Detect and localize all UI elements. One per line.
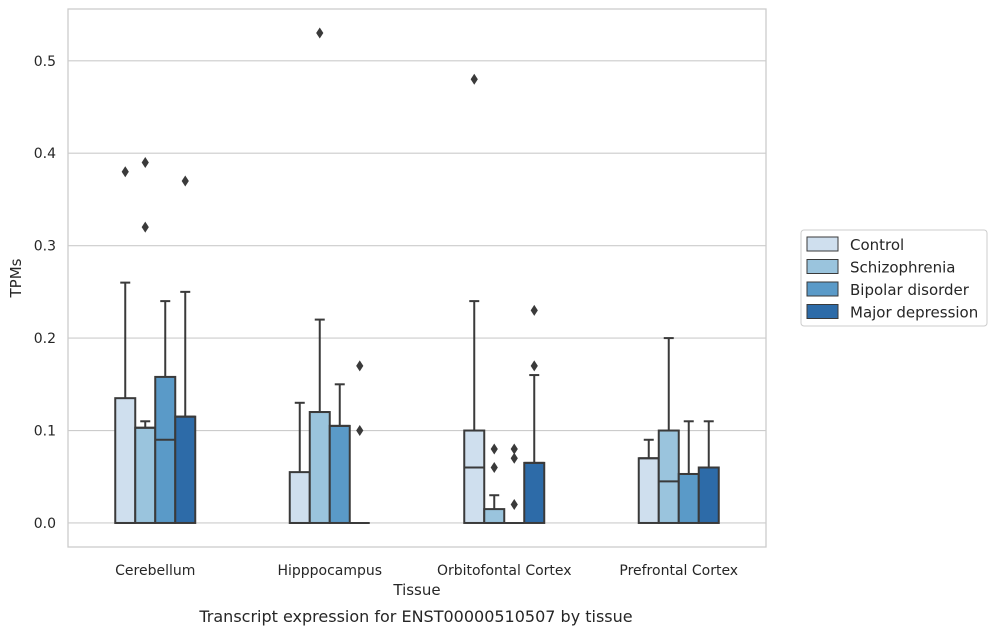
outlier-point xyxy=(356,425,364,437)
box-schizophrenia xyxy=(134,156,157,524)
box-major-depression xyxy=(523,304,546,524)
legend-swatch xyxy=(806,281,839,297)
box-body xyxy=(697,466,720,524)
box-body xyxy=(328,424,351,524)
box-bipolar-disorder xyxy=(328,383,351,524)
box-schizophrenia xyxy=(483,443,506,524)
box-body xyxy=(677,472,700,524)
outlier-point xyxy=(141,221,149,233)
y-tick-label: 0.5 xyxy=(34,54,56,70)
x-tick-label: Prefrontal Cortex xyxy=(619,563,738,579)
box-major-depression xyxy=(697,420,720,524)
legend-swatch xyxy=(806,304,839,319)
y-tick-label: 0.2 xyxy=(34,331,56,347)
outlier-point xyxy=(510,443,518,455)
x-axis-ticks: Cerebellum Hipppocampus Orbitofontal Corte… xyxy=(115,563,738,579)
box-body xyxy=(308,411,331,524)
box-body xyxy=(523,461,546,524)
outlier-point xyxy=(530,304,538,316)
y-tick-label: 0.1 xyxy=(34,424,56,440)
box-control xyxy=(637,438,660,524)
box-body xyxy=(174,415,197,524)
outlier-point xyxy=(316,27,324,39)
legend-label: Control xyxy=(850,236,904,254)
x-axis-label: Tissue xyxy=(392,581,440,599)
legend: Control Schizophrenia Bipolar disorder Majo… xyxy=(800,229,988,327)
y-tick-label: 0.0 xyxy=(34,516,56,532)
box-control xyxy=(288,401,311,524)
y-axis-ticks: 0.0 0.1 0.2 0.3 0.4 0.5 xyxy=(34,54,56,532)
outlier-point xyxy=(510,452,518,464)
outlier-point xyxy=(490,443,498,455)
box-body xyxy=(154,375,177,524)
outlier-point xyxy=(356,360,364,372)
legend-label: Bipolar disorder xyxy=(850,281,970,299)
legend-label: Major depression xyxy=(850,304,978,322)
x-tick-label: Hipppocampus xyxy=(277,563,382,579)
box-body xyxy=(657,429,680,524)
y-axis-label: TPMs xyxy=(7,258,25,298)
outlier-point xyxy=(530,360,538,372)
legend-frame xyxy=(800,229,988,327)
outlier-point xyxy=(141,156,149,168)
chart-caption: Transcript expression for ENST0000051050… xyxy=(198,607,632,626)
box-body xyxy=(134,426,157,524)
y-tick-label: 0.3 xyxy=(34,239,56,255)
box-major-depression xyxy=(174,175,197,524)
box-body xyxy=(483,508,506,524)
x-tick-label: Orbitofontal Cortex xyxy=(437,563,572,579)
box-body xyxy=(114,397,137,524)
box-body xyxy=(288,471,311,524)
box-control xyxy=(114,166,137,524)
y-tick-label: 0.4 xyxy=(34,146,56,162)
box-bipolar-disorder xyxy=(504,443,525,524)
legend-label: Schizophrenia xyxy=(850,259,955,277)
legend-swatch xyxy=(806,236,839,252)
outlier-point xyxy=(490,462,498,474)
outlier-point xyxy=(470,73,478,85)
x-tick-label: Cerebellum xyxy=(115,563,195,579)
box-body xyxy=(463,429,486,524)
box-body xyxy=(637,457,660,524)
legend-swatch xyxy=(806,259,839,274)
boxes xyxy=(114,27,720,524)
outlier-point xyxy=(181,175,189,187)
box-control xyxy=(463,73,486,524)
box-bipolar-disorder xyxy=(154,300,177,524)
outlier-point xyxy=(510,498,518,510)
box-major-depression xyxy=(349,360,370,524)
outlier-point xyxy=(121,166,129,178)
